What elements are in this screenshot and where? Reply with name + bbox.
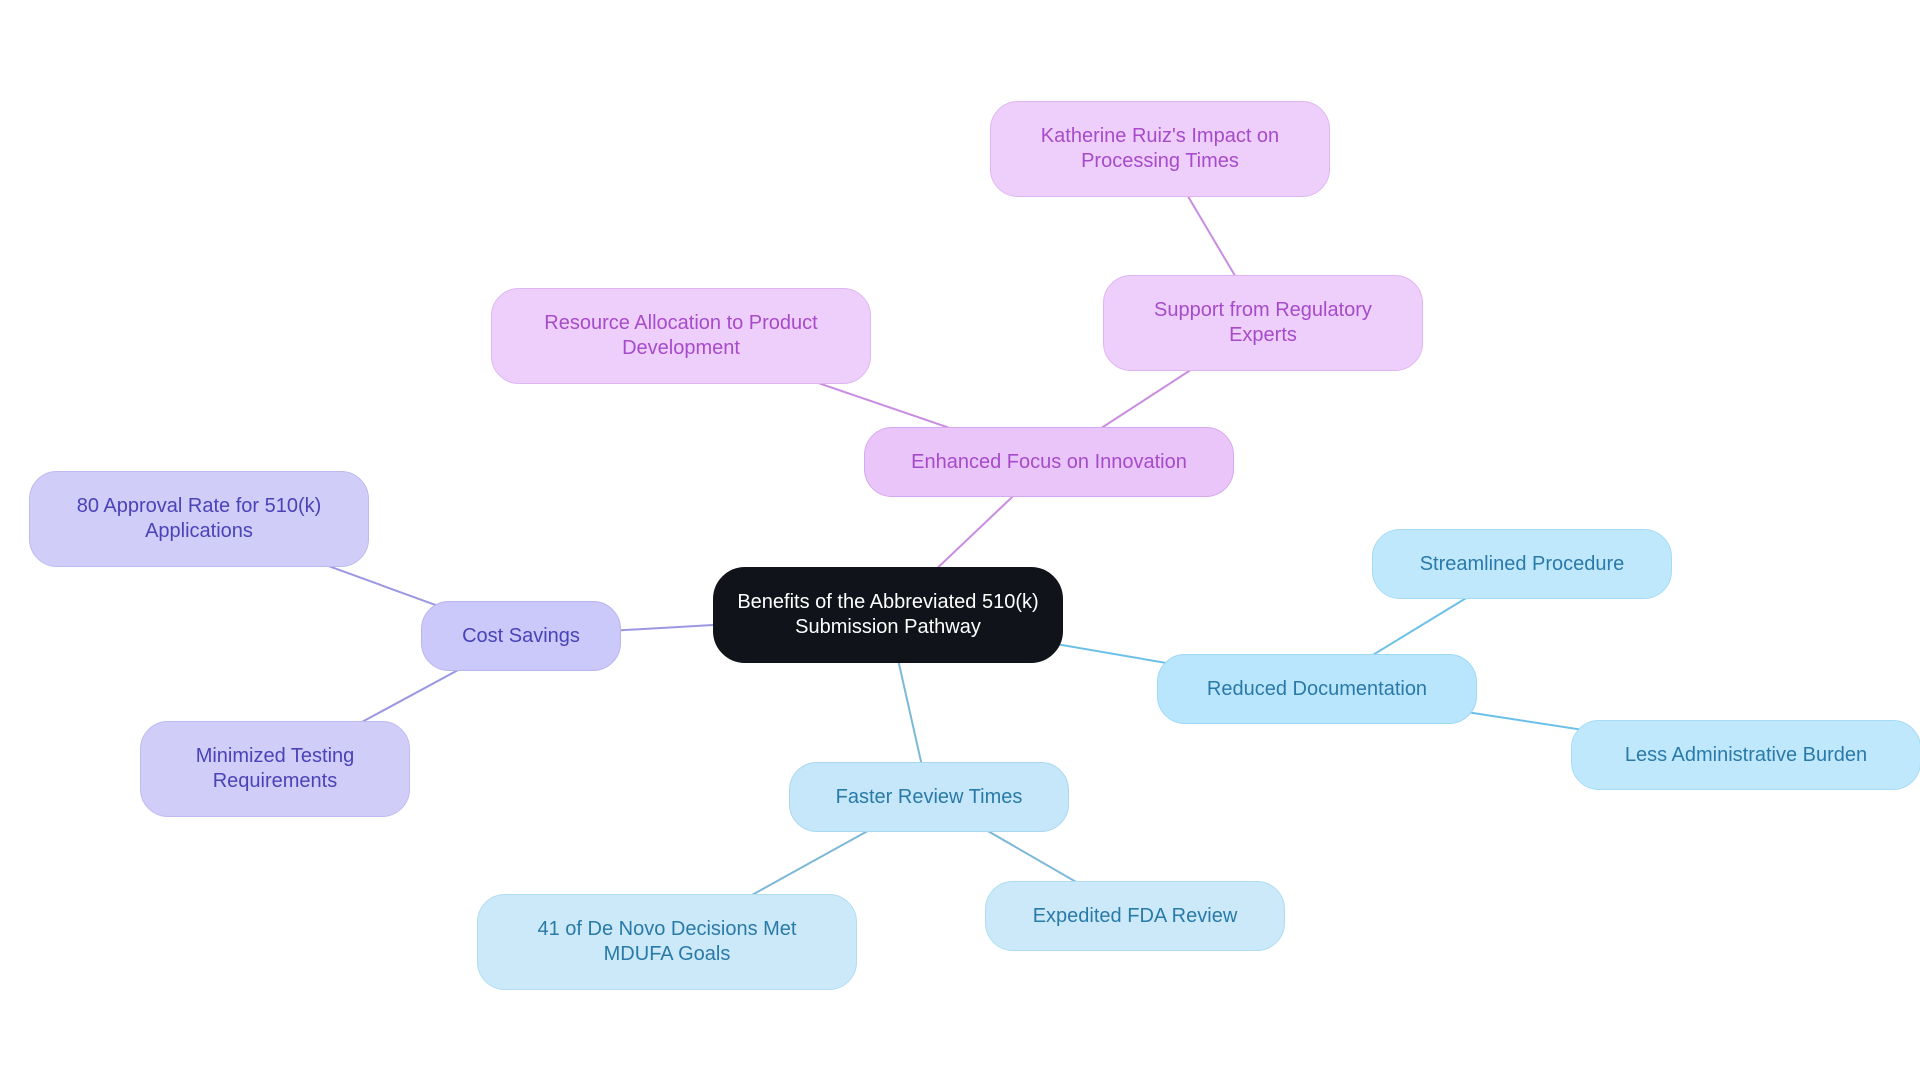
node-label: Enhanced Focus on Innovation (911, 450, 1187, 475)
node-less: Less Administrative Burden (1571, 720, 1920, 790)
node-label: Streamlined Procedure (1420, 552, 1625, 577)
node-streamlined: Streamlined Procedure (1372, 529, 1672, 599)
node-label: Expedited FDA Review (1033, 904, 1238, 929)
node-label: 80 Approval Rate for 510(k) Applications (52, 494, 346, 544)
node-resource: Resource Allocation to Product Developme… (491, 288, 871, 384)
node-katherine: Katherine Ruiz's Impact on Processing Ti… (990, 101, 1330, 197)
node-label: 41 of De Novo Decisions Met MDUFA Goals (500, 917, 834, 967)
node-reduced: Reduced Documentation (1157, 654, 1477, 724)
node-label: Faster Review Times (836, 785, 1023, 810)
node-faster: Faster Review Times (789, 762, 1069, 832)
node-expedited: Expedited FDA Review (985, 881, 1285, 951)
node-denovo: 41 of De Novo Decisions Met MDUFA Goals (477, 894, 857, 990)
node-label: Support from Regulatory Experts (1126, 298, 1400, 348)
node-label: Resource Allocation to Product Developme… (514, 311, 848, 361)
node-label: Less Administrative Burden (1625, 743, 1867, 768)
node-label: Katherine Ruiz's Impact on Processing Ti… (1013, 124, 1307, 174)
node-cost: Cost Savings (421, 601, 621, 671)
node-label: Cost Savings (462, 624, 580, 649)
node-support: Support from Regulatory Experts (1103, 275, 1423, 371)
node-root: Benefits of the Abbreviated 510(k) Submi… (713, 567, 1063, 663)
node-label: Reduced Documentation (1207, 677, 1427, 702)
node-minimized: Minimized Testing Requirements (140, 721, 410, 817)
node-label: Benefits of the Abbreviated 510(k) Submi… (736, 590, 1040, 640)
node-innovation: Enhanced Focus on Innovation (864, 427, 1234, 497)
node-label: Minimized Testing Requirements (163, 744, 387, 794)
node-approval: 80 Approval Rate for 510(k) Applications (29, 471, 369, 567)
